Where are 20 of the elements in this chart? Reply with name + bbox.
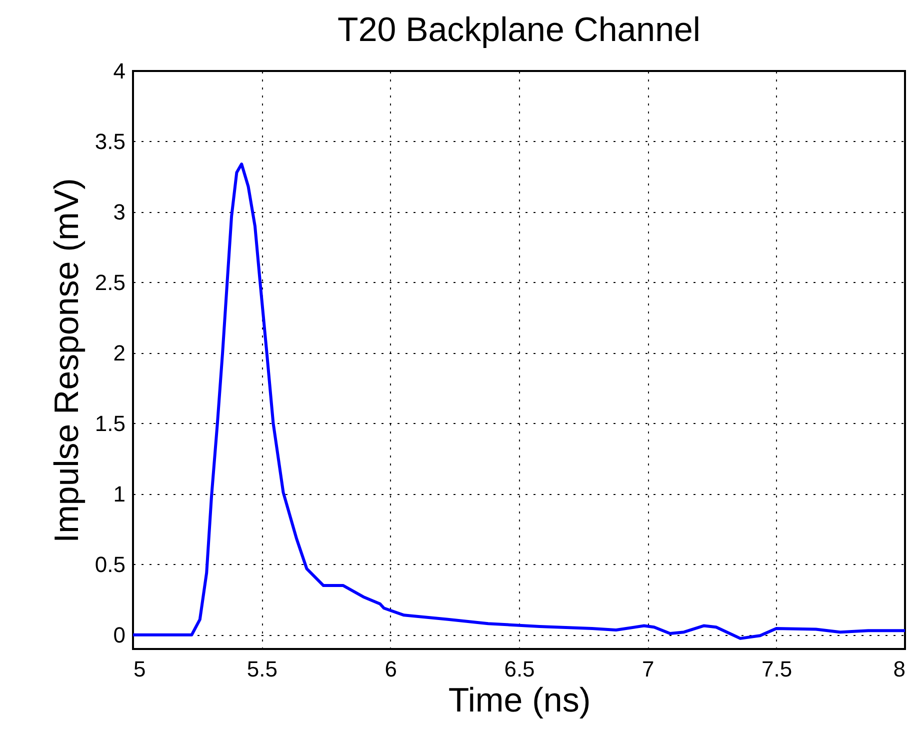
y-tick-label: 0 [113,622,126,648]
y-tick-label: 2.5 [94,270,126,295]
x-tick-label: 5 [134,656,146,682]
y-tick-label: 2 [113,340,126,366]
x-tick-label: 7 [642,656,654,682]
y-tick-label: 4 [113,58,126,84]
y-tick-label: 0.5 [94,552,126,577]
x-axis-title: Time (ns) [448,682,591,720]
chart-title: T20 Backplane Channel [338,11,700,49]
x-tick-label: 6.5 [504,656,535,682]
x-tick-label: 5.5 [246,656,278,682]
x-tick-label: 8 [893,656,906,682]
y-tick-label: 3.5 [94,128,126,154]
line-series [132,162,906,640]
y-tick-label: 3 [113,199,126,224]
x-tick-label: 7.5 [762,656,792,682]
y-tick-label: 1 [113,481,126,506]
y-tick-label: 1.5 [94,410,126,436]
y-axis-title: Impulse Response (mV) [48,178,86,543]
x-tick-label: 6 [384,656,397,682]
